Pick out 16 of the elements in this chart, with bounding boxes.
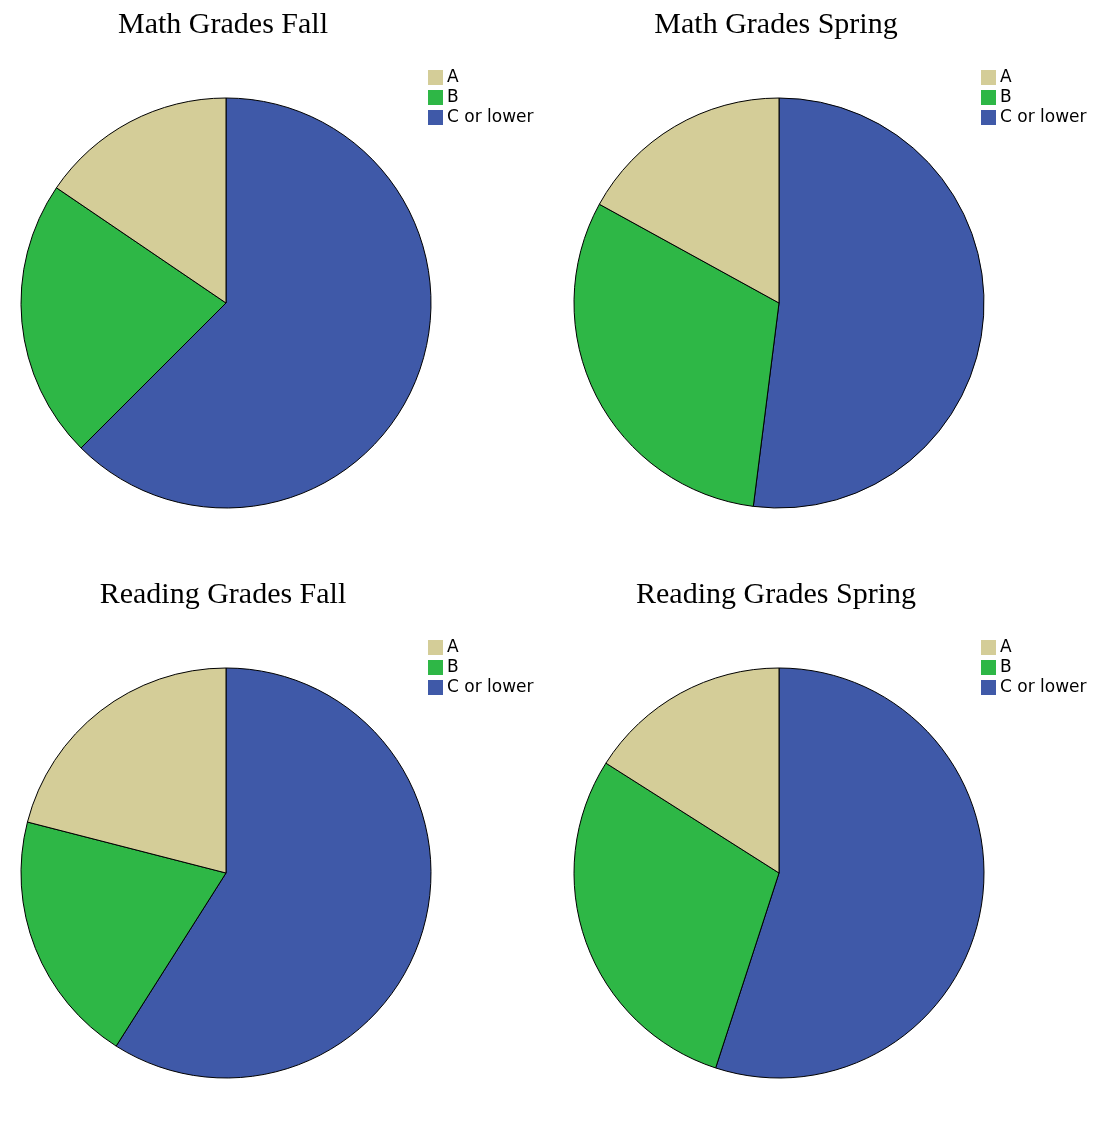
legend-label: B [1000, 86, 1012, 106]
legend-label: B [1000, 656, 1012, 676]
legend-label: C or lower [1000, 676, 1087, 696]
chart-title: Reading Grades Fall [98, 576, 348, 611]
chart-title: Math Grades Spring [653, 6, 899, 41]
legend-label: C or lower [447, 676, 534, 696]
legend-label: C or lower [1000, 106, 1087, 126]
legend-label: A [447, 636, 459, 656]
legend-label: C or lower [447, 106, 534, 126]
chart-title: Reading Grades Spring [635, 576, 917, 611]
chart-title: Math Grades Fall [117, 6, 329, 41]
legend-label: B [447, 86, 459, 106]
legend-label: A [1000, 636, 1012, 656]
legend-label: A [447, 66, 459, 86]
legend-label: B [447, 656, 459, 676]
legend-label: A [1000, 66, 1012, 86]
